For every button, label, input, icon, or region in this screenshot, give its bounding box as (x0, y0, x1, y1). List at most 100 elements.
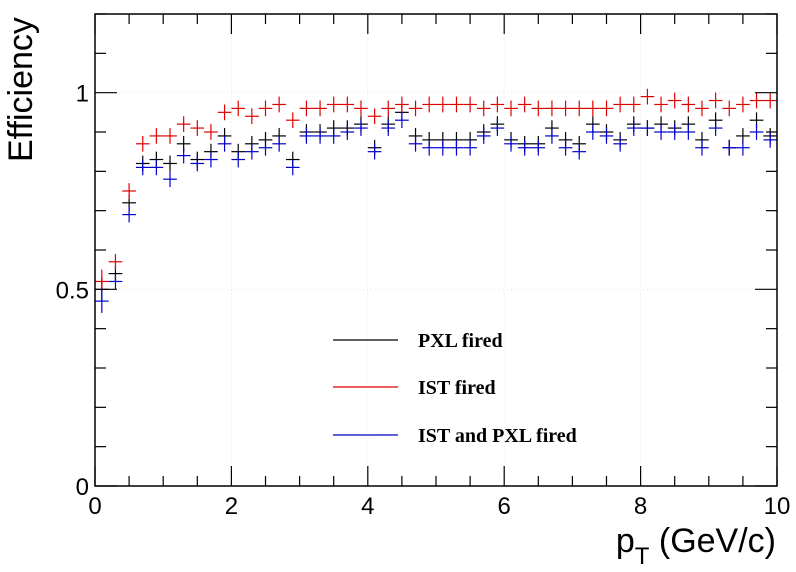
x-tick-label: 8 (634, 493, 647, 520)
data-point (135, 159, 150, 176)
data-point (449, 96, 464, 113)
data-point (654, 96, 668, 113)
axis-ticks (94, 13, 778, 487)
data-point (190, 155, 205, 172)
legend: PXL fired IST fired IST and PXL fired (333, 330, 577, 447)
data-point (626, 120, 641, 136)
data-point (763, 92, 777, 109)
data-point (245, 108, 259, 125)
data-point (422, 96, 436, 113)
data-point (476, 100, 491, 117)
y-tick-label: 1 (76, 81, 89, 108)
x-tick-label: 2 (225, 493, 238, 520)
tick-labels: 0 2 4 6 8 10 0 0.5 1 (56, 81, 791, 520)
data-point (285, 159, 300, 176)
data-point (531, 100, 546, 117)
data-point (517, 96, 532, 113)
data-point (463, 96, 477, 113)
data-point (449, 139, 464, 156)
data-point (695, 100, 709, 117)
data-point (95, 289, 109, 313)
data-point (763, 132, 777, 148)
x-axis-title: pT (GeV/c) (616, 522, 776, 570)
data-point (258, 100, 273, 117)
data-point (313, 100, 327, 117)
data-point (504, 100, 518, 117)
data-point (258, 139, 273, 156)
data-point (504, 135, 518, 152)
data-point (313, 128, 327, 144)
data-point (204, 124, 218, 140)
data-point (640, 88, 655, 105)
data-point (736, 96, 750, 113)
x-axis-title-rest: (GeV/c) (649, 522, 776, 560)
plot-frame (94, 13, 778, 487)
data-point (572, 143, 587, 160)
data-point (572, 100, 587, 117)
data-point (708, 92, 723, 109)
data-point (558, 100, 573, 117)
data-point (463, 139, 477, 156)
data-point (408, 135, 423, 152)
data-points (95, 88, 777, 313)
data-point (490, 96, 505, 113)
data-point (626, 96, 641, 113)
data-point (367, 108, 382, 125)
data-point (340, 124, 355, 140)
data-point (108, 253, 123, 270)
data-point (354, 120, 368, 136)
data-point (545, 100, 559, 117)
data-point (299, 128, 314, 144)
data-point (517, 139, 532, 156)
data-point (190, 120, 205, 136)
data-point (326, 96, 341, 113)
legend-item: IST fired (333, 377, 496, 399)
series-3 (95, 112, 777, 313)
data-point (395, 96, 409, 113)
data-point (217, 135, 232, 152)
data-point (367, 143, 382, 160)
data-point (722, 139, 737, 156)
data-point (749, 92, 764, 109)
x-axis-title-main: p (616, 522, 635, 560)
data-point (217, 104, 232, 121)
x-axis-title-sub: T (635, 543, 650, 570)
x-tick-label: 6 (498, 493, 511, 520)
data-point (395, 112, 409, 129)
legend-label: PXL fired (418, 330, 503, 352)
data-point (545, 128, 559, 144)
data-point (722, 100, 737, 117)
data-point (231, 100, 246, 117)
data-point (163, 171, 177, 188)
data-point (558, 139, 573, 156)
data-point (681, 96, 696, 113)
data-point (408, 100, 423, 117)
data-point (599, 128, 614, 144)
data-point (326, 128, 341, 144)
data-point (667, 124, 682, 140)
data-point (176, 116, 191, 132)
data-point (354, 100, 368, 117)
data-point (245, 143, 259, 160)
data-point (163, 128, 177, 144)
legend-label: IST and PXL fired (418, 425, 577, 447)
x-tick-label: 10 (764, 493, 791, 520)
legend-item: PXL fired (333, 330, 503, 352)
y-tick-label: 0.5 (56, 277, 89, 304)
data-point (749, 124, 764, 140)
data-point (272, 135, 286, 152)
data-point (340, 96, 355, 113)
data-point (381, 120, 396, 136)
grid (94, 14, 778, 487)
data-point (436, 139, 450, 156)
data-point (531, 139, 546, 156)
data-point (135, 135, 150, 152)
data-point (122, 183, 136, 199)
data-point (613, 135, 627, 152)
data-point (149, 159, 164, 176)
data-point (108, 273, 123, 290)
data-point (149, 128, 164, 144)
y-axis-title: Efficiency (2, 17, 40, 162)
data-point (667, 92, 682, 109)
